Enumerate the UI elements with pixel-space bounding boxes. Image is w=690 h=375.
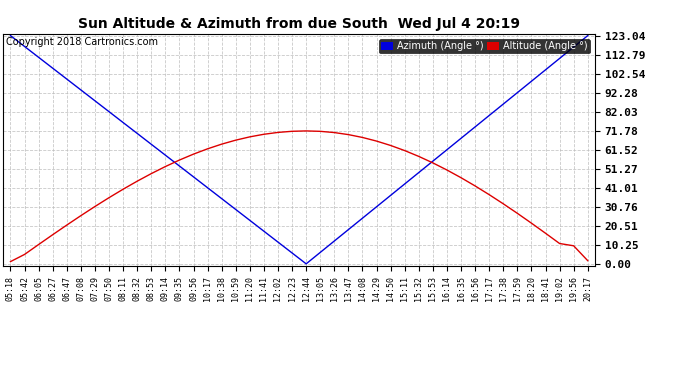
Title: Sun Altitude & Azimuth from due South  Wed Jul 4 20:19: Sun Altitude & Azimuth from due South We… <box>78 17 520 31</box>
Legend: Azimuth (Angle °), Altitude (Angle °): Azimuth (Angle °), Altitude (Angle °) <box>379 39 590 54</box>
Text: Copyright 2018 Cartronics.com: Copyright 2018 Cartronics.com <box>6 37 159 47</box>
